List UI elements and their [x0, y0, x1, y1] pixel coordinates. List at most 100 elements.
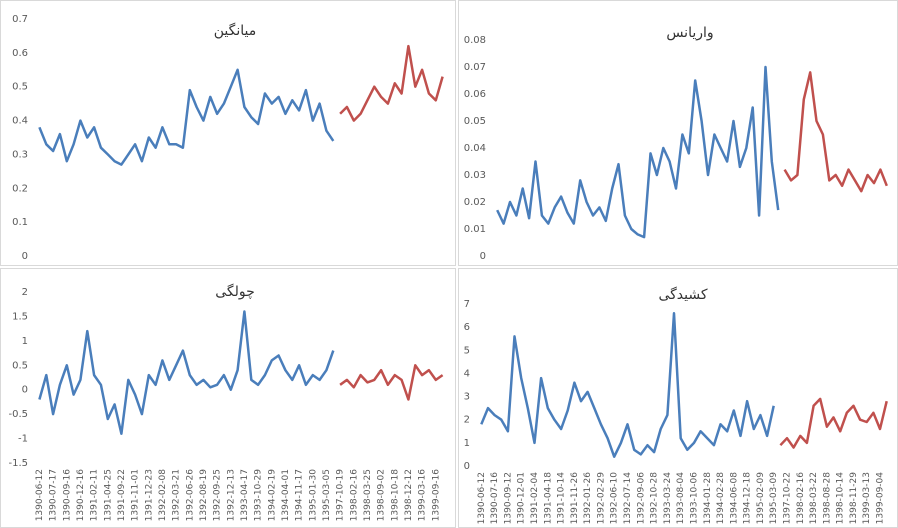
x-tick-label: 1390-12-16	[76, 469, 86, 522]
y-tick-label: 0.4	[12, 116, 28, 127]
x-tick-label: 1398-08-28	[822, 472, 832, 525]
x-tick-label: 1394-11-17	[295, 469, 305, 521]
y-tick-label: -0.5	[8, 409, 28, 420]
x-tick-label: 1398-02-16	[349, 469, 359, 522]
panel	[458, 0, 898, 266]
y-tick-label: -1	[18, 434, 28, 445]
chart-title: کشیدگی	[658, 286, 707, 303]
x-tick-label: 1394-02-19	[267, 469, 277, 522]
x-tick-label: 1390-09-12	[503, 472, 513, 524]
x-tick-label: 1393-03-24	[663, 472, 673, 525]
y-tick-label: 1.5	[12, 311, 28, 322]
y-tick-label: 0	[464, 461, 470, 472]
y-tick-label: 5	[464, 345, 470, 356]
series-line	[480, 312, 775, 458]
x-tick-label: 1394-02-28	[716, 472, 726, 525]
y-tick-label: 0.6	[12, 48, 28, 59]
y-tick-label: 0.1	[12, 217, 28, 228]
series-line	[38, 68, 335, 166]
y-tick-label: -1.5	[8, 458, 28, 469]
y-tick-label: 0	[480, 251, 486, 262]
x-tick-label: 1394-01-28	[703, 472, 713, 525]
x-tick-label: 1391-10-14	[557, 472, 567, 525]
series-line	[339, 44, 444, 122]
y-tick-label: 0.08	[464, 35, 486, 46]
y-tick-label: 0.3	[12, 149, 28, 160]
x-tick-label: 1392-12-13	[226, 469, 236, 521]
x-tick-label: 1399-03-13	[862, 472, 872, 524]
panel	[0, 268, 456, 528]
x-tick-label: 1390-12-01	[517, 472, 527, 524]
y-tick-label: 0.05	[464, 116, 486, 127]
series-line	[783, 71, 888, 193]
x-tick-label: 1399-03-16	[418, 469, 428, 522]
x-tick-label: 1395-03-09	[769, 472, 779, 525]
y-tick-label: 0	[22, 251, 28, 262]
y-tick-label: 0.02	[464, 197, 486, 208]
y-tick-label: 1	[464, 438, 470, 449]
y-tick-label: 3	[464, 392, 470, 403]
y-tick-label: 2	[464, 415, 470, 426]
y-tick-label: 0.03	[464, 170, 486, 181]
x-tick-label: 1397-10-19	[336, 469, 346, 522]
x-tick-label: 1391-02-04	[530, 472, 540, 525]
x-tick-label: 1390-09-16	[62, 469, 72, 522]
y-tick-label: 0.06	[464, 89, 486, 100]
x-tick-label: 1391-02-11	[90, 469, 100, 521]
x-tick-label: 1393-10-06	[689, 472, 699, 525]
x-tick-label: 1391-04-18	[543, 472, 553, 525]
x-tick-label: 1392-06-10	[610, 472, 620, 525]
x-tick-label: 1398-03-22	[809, 472, 819, 524]
panel	[0, 0, 456, 266]
x-tick-label: 1392-08-19	[199, 469, 209, 522]
x-tick-label: 1392-07-14	[623, 472, 633, 525]
y-tick-label: 1	[22, 336, 28, 347]
series-line	[779, 397, 888, 449]
series-line	[38, 310, 335, 435]
x-tick-label: 1394-04-01	[281, 469, 291, 521]
x-tick-label: 1393-04-17	[240, 469, 250, 521]
x-tick-label: 1392-02-29	[596, 472, 606, 525]
x-tick-label: 1395-03-05	[322, 469, 332, 521]
x-tick-label: 1392-02-08	[158, 469, 168, 522]
y-tick-label: 0.07	[464, 62, 486, 73]
y-tick-label: 0.2	[12, 183, 28, 194]
x-tick-label: 1391-11-26	[570, 472, 580, 525]
x-tick-label: 1398-10-14	[836, 472, 846, 525]
y-tick-label: 0.5	[12, 82, 28, 93]
x-tick-label: 1392-03-21	[172, 469, 182, 521]
x-tick-label: 1390-07-17	[49, 469, 59, 521]
x-tick-label: 1391-11-01	[131, 469, 141, 521]
chart-title: چولگی	[215, 283, 255, 300]
chart-title: واریانس	[666, 25, 713, 41]
x-tick-label: 1397-10-22	[783, 472, 793, 524]
y-tick-label: 0	[22, 385, 28, 396]
x-tick-label: 1395-02-09	[756, 472, 766, 525]
y-tick-label: 7	[464, 299, 470, 310]
x-tick-label: 1390-07-16	[490, 472, 500, 525]
x-tick-label: 1398-09-02	[377, 469, 387, 521]
x-tick-label: 1392-09-06	[636, 472, 646, 525]
x-tick-label: 1398-10-18	[390, 469, 400, 522]
x-tick-label: 1398-11-29	[849, 472, 859, 525]
x-tick-label: 1390-06-12	[35, 469, 45, 521]
x-tick-label: 1399-09-04	[876, 472, 886, 525]
series-line	[496, 65, 780, 239]
x-tick-label: 1392-06-26	[185, 469, 195, 522]
x-tick-label: 1390-06-12	[477, 472, 487, 524]
y-tick-label: 2	[22, 287, 28, 298]
y-tick-label: 0.7	[12, 14, 28, 25]
x-tick-label: 1392-10-28	[650, 472, 660, 525]
x-tick-label: 1394-12-18	[743, 472, 753, 525]
y-tick-label: 4	[464, 368, 470, 379]
x-tick-label: 1392-01-26	[583, 472, 593, 525]
x-tick-label: 1393-08-04	[676, 472, 686, 525]
y-tick-label: 0.04	[464, 143, 486, 154]
x-tick-label: 1398-12-12	[404, 469, 414, 521]
x-tick-label: 1391-12-23	[144, 469, 154, 521]
x-tick-label: 1391-04-25	[103, 469, 113, 521]
x-tick-label: 1393-10-29	[254, 469, 264, 522]
x-tick-label: 1395-01-30	[308, 469, 318, 522]
series-line	[339, 364, 444, 401]
